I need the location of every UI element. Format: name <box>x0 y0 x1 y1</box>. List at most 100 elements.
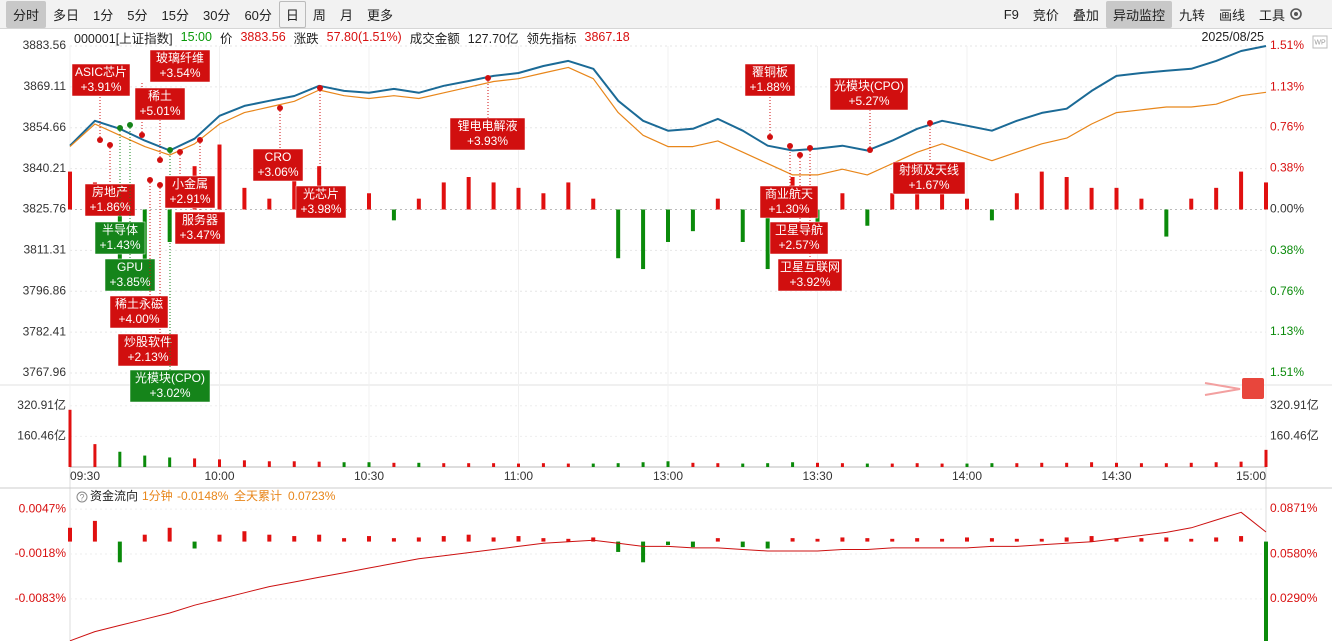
period-tab[interactable]: 60分 <box>244 7 272 23</box>
annotation: 稀土永磁+4.00% <box>109 177 169 329</box>
signal-bar <box>840 193 845 210</box>
wp-icon[interactable] <box>1312 35 1328 49</box>
fund-interval: 1分钟 <box>142 488 173 503</box>
annotation-label: 房地产 <box>92 184 128 199</box>
signal-bar <box>840 537 845 542</box>
signal-bar <box>68 527 72 542</box>
volume-bar <box>691 462 695 467</box>
signal-bar <box>1064 177 1069 210</box>
annotation-box <box>252 148 304 182</box>
annotation-change: +1.67% <box>908 178 949 192</box>
volume-bar <box>766 463 770 467</box>
annotation-dot <box>197 137 203 143</box>
volume-bar <box>317 461 321 467</box>
signal-bar <box>466 177 471 210</box>
expand-button[interactable] <box>1204 378 1264 399</box>
signal-bar <box>1039 538 1044 542</box>
period-tab[interactable]: 30分 <box>202 7 231 23</box>
volume-bar <box>791 462 795 467</box>
signal-bar <box>765 541 770 549</box>
signal-bar <box>1014 538 1019 542</box>
signal-bar <box>1039 171 1044 210</box>
y-tick-label: 3869.11 <box>24 79 67 93</box>
signal-bar <box>890 538 895 542</box>
period-tab[interactable]: 15分 <box>161 7 189 23</box>
signal-bar <box>416 537 421 542</box>
annotation-dot <box>767 134 773 140</box>
y-tick-label: 3854.66 <box>23 120 67 134</box>
signal-bar <box>1064 537 1069 542</box>
period-tab[interactable]: 分时 <box>6 0 47 28</box>
signal-bar <box>242 531 247 542</box>
x-tick-label: 10:00 <box>204 469 234 483</box>
tool-button[interactable]: 竞价 <box>1032 7 1059 23</box>
y2-tick-label: 0.0580% <box>1270 546 1318 560</box>
volume-bar <box>591 463 595 467</box>
tool-button[interactable]: 叠加 <box>1072 7 1099 23</box>
signal-bar <box>690 209 695 232</box>
volume-bar <box>1139 463 1143 467</box>
annotation: ASIC芯片+3.91% <box>71 63 131 143</box>
tool-button[interactable]: 九转 <box>1178 7 1205 23</box>
tool-button[interactable]: 画线 <box>1218 7 1245 23</box>
signal-bar <box>242 187 247 210</box>
signal-bar <box>740 209 745 242</box>
annotation: 光模块(CPO)+3.02% <box>129 147 211 403</box>
lead-label: 领先指标 <box>526 31 577 46</box>
signal-bar <box>815 209 820 232</box>
period-tabs: 分时 多日 1分 5分 15分 30分 60分日周月更多 <box>6 0 400 28</box>
signal-bar <box>641 209 646 270</box>
signal-bar <box>441 536 446 542</box>
annotation-box <box>174 211 226 245</box>
volume-bar <box>93 444 97 467</box>
volume-bar <box>68 409 72 467</box>
annotation-box <box>892 161 966 195</box>
y2-tick-label: 1.51% <box>1270 365 1304 379</box>
period-tab[interactable]: 月 <box>339 7 353 23</box>
settings-icon[interactable] <box>1288 6 1304 22</box>
annotation-box <box>71 63 131 97</box>
annotation-dot <box>927 120 933 126</box>
annotation-change: +2.13% <box>127 350 168 364</box>
tool-button[interactable]: 异动监控 <box>1105 0 1172 28</box>
x-tick-label: 13:30 <box>802 469 832 483</box>
annotation-change: +2.57% <box>778 238 819 252</box>
signal-bar <box>491 537 496 542</box>
signal-bar <box>1239 171 1244 210</box>
period-tab[interactable]: 周 <box>312 7 326 23</box>
tool-button[interactable]: 工具 <box>1258 7 1285 23</box>
period-tab[interactable]: 多日 <box>53 7 80 23</box>
volume-bar <box>1090 462 1094 467</box>
fund-total: 0.0723% <box>288 489 336 503</box>
annotation-dot <box>317 85 323 91</box>
annotation-change: +3.93% <box>467 134 508 148</box>
tool-button[interactable]: F9 <box>1003 6 1019 22</box>
signal-bar <box>267 198 272 210</box>
period-tab[interactable]: 1分 <box>93 7 114 23</box>
annotation-box <box>129 369 211 403</box>
annotation-box <box>449 117 526 151</box>
period-tab[interactable]: 日 <box>278 0 306 28</box>
line <box>69 45 1267 152</box>
help-icon[interactable] <box>76 491 88 503</box>
y-tick-label: 160.46亿 <box>17 428 66 443</box>
signal-bar <box>92 520 97 542</box>
signal-bar <box>391 538 396 542</box>
annotation-dot <box>807 145 813 151</box>
period-tab[interactable]: 5分 <box>127 7 148 23</box>
signal-bar <box>1264 541 1268 641</box>
signal-bar <box>367 536 371 542</box>
signal-bar <box>1164 537 1169 542</box>
signal-bar <box>865 538 870 542</box>
annotation-change: +3.54% <box>159 66 200 80</box>
annotation: 卫星导航+2.57% <box>769 152 829 255</box>
period-tab[interactable]: 更多 <box>366 7 393 23</box>
signal-bar <box>1164 209 1169 237</box>
annotation-box <box>777 258 843 292</box>
volume-bar <box>566 463 570 467</box>
time: 15:00 <box>180 30 212 44</box>
annotation-label: 卫星互联网 <box>780 260 840 274</box>
volume-bar <box>1115 462 1118 467</box>
signal-bar <box>516 187 521 210</box>
amount-label: 成交金额 <box>409 31 460 46</box>
